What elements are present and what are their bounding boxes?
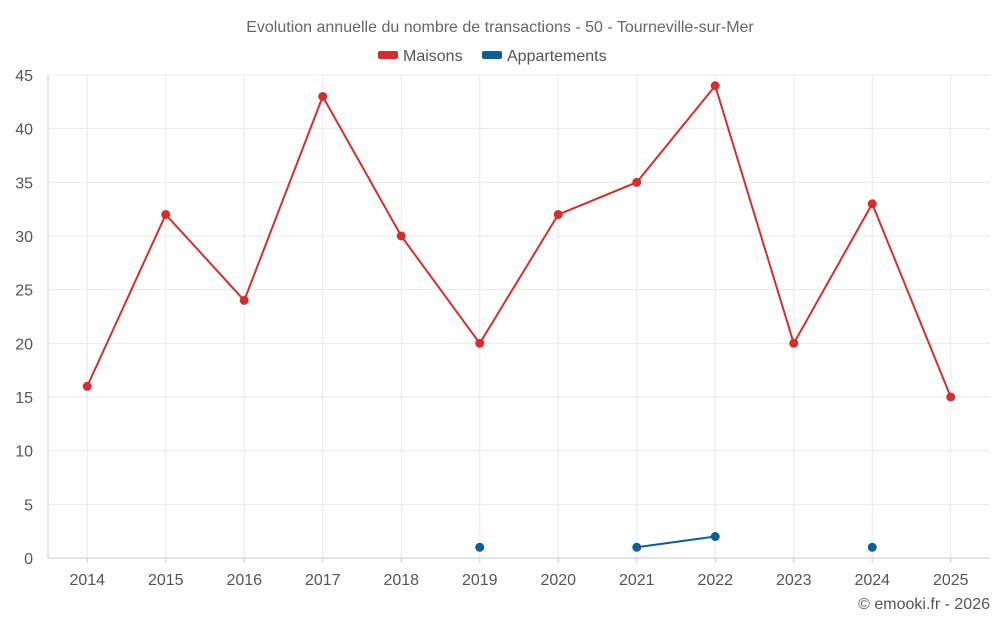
- data-point-appartements[interactable]: [475, 542, 485, 552]
- legend-label-maisons: Maisons: [403, 48, 463, 65]
- data-point-maisons[interactable]: [82, 381, 92, 391]
- data-point-maisons[interactable]: [475, 338, 485, 348]
- data-point-maisons[interactable]: [318, 91, 328, 101]
- x-tick-label: 2015: [148, 572, 184, 589]
- data-point-appartements[interactable]: [710, 532, 720, 542]
- series-line-appartements: [636, 535, 716, 549]
- x-tick-label: 2025: [933, 572, 969, 589]
- data-point-maisons[interactable]: [396, 231, 406, 241]
- y-tick-label: 40: [15, 122, 33, 139]
- series-maisons: [82, 81, 956, 402]
- x-tick-label: 2016: [226, 572, 262, 589]
- series-line-maisons: [86, 84, 952, 398]
- x-tick-label: 2024: [854, 572, 890, 589]
- y-tick-label: 20: [15, 336, 33, 353]
- data-point-maisons[interactable]: [789, 338, 799, 348]
- data-point-maisons[interactable]: [867, 199, 877, 209]
- x-tick-label: 2017: [305, 572, 341, 589]
- copyright-text: © emooki.fr - 2026: [858, 596, 990, 613]
- y-tick-label: 35: [15, 175, 33, 192]
- x-tick-label: 2019: [462, 572, 498, 589]
- legend-label-appartements: Appartements: [507, 48, 607, 65]
- series-appartements: [475, 532, 877, 552]
- x-tick-label: 2014: [69, 572, 105, 589]
- y-tick-label: 0: [24, 551, 33, 568]
- legend-swatch-maisons: [378, 51, 398, 59]
- y-tick-label: 5: [24, 497, 33, 514]
- data-point-maisons[interactable]: [710, 81, 720, 91]
- y-tick-label: 45: [15, 68, 33, 85]
- legend-item-appartements[interactable]: Appartements: [482, 48, 607, 65]
- data-point-maisons[interactable]: [946, 392, 956, 402]
- y-tick-label: 25: [15, 283, 33, 300]
- series: [82, 81, 956, 552]
- x-tick-label: 2020: [540, 572, 576, 589]
- data-point-maisons[interactable]: [161, 210, 171, 220]
- y-tick-label: 30: [15, 229, 33, 246]
- data-point-maisons[interactable]: [632, 177, 642, 187]
- legend-item-maisons[interactable]: Maisons: [378, 48, 463, 65]
- data-point-maisons[interactable]: [553, 210, 563, 220]
- legend: Maisons Appartements: [378, 48, 607, 65]
- legend-swatch-appartements: [482, 51, 502, 59]
- x-tick-label: 2023: [776, 572, 812, 589]
- data-point-appartements[interactable]: [632, 542, 642, 552]
- y-tick-label: 10: [15, 444, 33, 461]
- chart-title: Evolution annuelle du nombre de transact…: [246, 19, 754, 36]
- x-tick-label: 2018: [383, 572, 419, 589]
- x-tick-label: 2022: [697, 572, 733, 589]
- data-point-appartements[interactable]: [867, 542, 877, 552]
- y-tick-label: 15: [15, 390, 33, 407]
- grid: [48, 74, 990, 558]
- data-point-maisons[interactable]: [239, 295, 249, 305]
- x-tick-label: 2021: [619, 572, 655, 589]
